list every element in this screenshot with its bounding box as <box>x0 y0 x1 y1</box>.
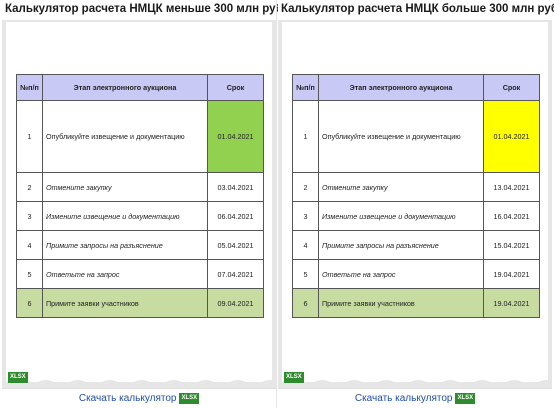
row-date: 19.04.2021 <box>483 288 540 318</box>
table-row: 5 Ответьте на запрос 19.04.2021 <box>292 259 540 289</box>
row-num: 4 <box>292 230 319 260</box>
xlsx-icon: XLSX <box>8 372 28 383</box>
header-num: №п/п <box>292 74 319 101</box>
download-bar: Скачать калькулятор XLSX <box>278 388 552 408</box>
header-stage: Этап электронного аукциона <box>318 74 484 101</box>
torn-edge <box>282 380 548 388</box>
table-row: 3 Измените извещение и документацию 06.0… <box>16 201 264 231</box>
xlsx-icon: XLSX <box>284 372 304 383</box>
row-date: 06.04.2021 <box>207 201 264 231</box>
row-num: 5 <box>16 259 43 289</box>
stages-table: №п/п Этап электронного аукциона Срок 1 О… <box>292 74 540 318</box>
row-num: 1 <box>292 100 319 173</box>
row-num: 5 <box>292 259 319 289</box>
row-date: 03.04.2021 <box>207 172 264 202</box>
row-date: 13.04.2021 <box>483 172 540 202</box>
header-stage: Этап электронного аукциона <box>42 74 208 101</box>
table-row: 4 Примите запросы на разъяснение 15.04.2… <box>292 230 540 260</box>
row-date: 16.04.2021 <box>483 201 540 231</box>
spreadsheet-page: №п/п Этап электронного аукциона Срок 1 О… <box>282 22 548 388</box>
row-stage: Примите запросы на разъяснение <box>318 230 484 260</box>
row-num: 6 <box>292 288 319 318</box>
row-num: 3 <box>292 201 319 231</box>
row-date: 15.04.2021 <box>483 230 540 260</box>
card-title: Калькулятор расчета НМЦК больше 300 млн … <box>281 3 554 15</box>
row-date: 05.04.2021 <box>207 230 264 260</box>
download-calculator-link[interactable]: Скачать калькулятор <box>354 393 453 404</box>
table-row: 5 Ответьте на запрос 07.04.2021 <box>16 259 264 289</box>
table-row: 6 Примите заявки участников 09.04.2021 <box>16 288 264 318</box>
xlsx-icon[interactable]: XLSX <box>455 393 476 404</box>
spreadsheet-preview[interactable]: №п/п Этап электронного аукциона Срок 1 О… <box>278 20 552 388</box>
row-num: 1 <box>16 100 43 173</box>
row-date: 09.04.2021 <box>207 288 264 318</box>
row-num: 6 <box>16 288 43 318</box>
row-stage: Измените извещение и документацию <box>318 201 484 231</box>
card-title: Калькулятор расчета НМЦК меньше 300 млн … <box>5 3 286 15</box>
calculator-card-small: Калькулятор расчета НМЦК меньше 300 млн … <box>2 0 286 408</box>
row-stage: Отмените закупку <box>318 172 484 202</box>
row-stage: Опубликуйте извещение и документацию <box>42 100 208 173</box>
row-date: 01.04.2021 <box>207 100 264 173</box>
header-num: №п/п <box>16 74 43 101</box>
row-num: 4 <box>16 230 43 260</box>
row-num: 2 <box>292 172 319 202</box>
row-stage: Опубликуйте извещение и документацию <box>318 100 484 173</box>
row-stage: Примите заявки участников <box>318 288 484 318</box>
row-num: 3 <box>16 201 43 231</box>
row-stage: Измените извещение и документацию <box>42 201 208 231</box>
row-date: 19.04.2021 <box>483 259 540 289</box>
stages-table: №п/п Этап электронного аукциона Срок 1 О… <box>16 74 264 318</box>
row-date: 01.04.2021 <box>483 100 540 173</box>
spreadsheet-page: №п/п Этап электронного аукциона Срок 1 О… <box>6 22 272 388</box>
download-calculator-link[interactable]: Скачать калькулятор <box>78 393 177 404</box>
table-row: 2 Отмените закупку 03.04.2021 <box>16 172 264 202</box>
spreadsheet-preview[interactable]: №п/п Этап электронного аукциона Срок 1 О… <box>2 20 276 388</box>
row-num: 2 <box>16 172 43 202</box>
torn-edge <box>6 380 272 388</box>
calculator-card-large: Калькулятор расчета НМЦК больше 300 млн … <box>278 0 554 408</box>
row-stage: Ответьте на запрос <box>318 259 484 289</box>
header-date: Срок <box>207 74 264 101</box>
divider <box>276 0 277 408</box>
row-stage: Отмените закупку <box>42 172 208 202</box>
row-date: 07.04.2021 <box>207 259 264 289</box>
header-date: Срок <box>483 74 540 101</box>
table-row: 6 Примите заявки участников 19.04.2021 <box>292 288 540 318</box>
table-row: 3 Измените извещение и документацию 16.0… <box>292 201 540 231</box>
download-bar: Скачать калькулятор XLSX <box>2 388 276 408</box>
table-row: 4 Примите запросы на разъяснение 05.04.2… <box>16 230 264 260</box>
xlsx-icon[interactable]: XLSX <box>179 393 200 404</box>
row-stage: Примите запросы на разъяснение <box>42 230 208 260</box>
row-stage: Примите заявки участников <box>42 288 208 318</box>
row-stage: Ответьте на запрос <box>42 259 208 289</box>
table-row: 1 Опубликуйте извещение и документацию 0… <box>16 100 264 173</box>
table-row: 1 Опубликуйте извещение и документацию 0… <box>292 100 540 173</box>
table-row: 2 Отмените закупку 13.04.2021 <box>292 172 540 202</box>
